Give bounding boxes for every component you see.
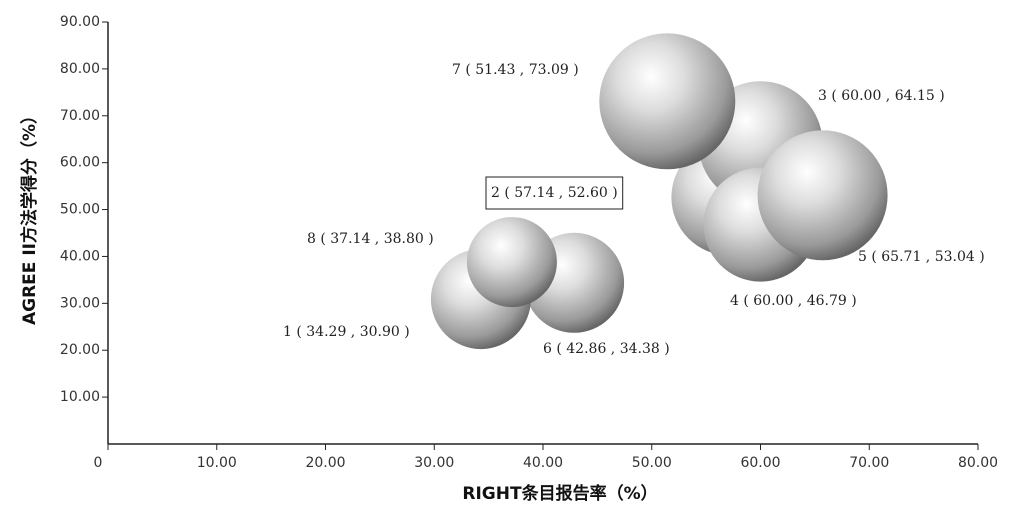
data-label: 4 ( 60.00 , 46.79 ) <box>730 293 857 309</box>
data-label: 1 ( 34.29 , 30.90 ) <box>283 324 410 340</box>
x-tick-label: 50.00 <box>632 455 672 471</box>
x-tick-label: 10.00 <box>197 455 237 471</box>
y-tick-label: 10.00 <box>60 389 100 405</box>
x-tick-label: 20.00 <box>305 455 345 471</box>
bubble <box>599 33 736 170</box>
label-box <box>485 176 624 210</box>
y-axis-title: AGREE II方法学得分（%） <box>19 107 40 325</box>
y-tick-label: 30.00 <box>60 295 100 311</box>
y-tick-label: 80.00 <box>60 61 100 77</box>
y-tick-label: 50.00 <box>60 202 100 218</box>
y-tick-label: 40.00 <box>60 248 100 264</box>
x-tick-label: 60.00 <box>740 455 780 471</box>
x-axis-title: RIGHT条目报告率（%） <box>462 483 657 504</box>
y-tick-label: 20.00 <box>60 342 100 358</box>
y-tick-label: 90.00 <box>60 14 100 30</box>
data-label: 8 ( 37.14 , 38.80 ) <box>307 231 434 247</box>
x-tick-label: 70.00 <box>849 455 889 471</box>
y-tick-label: 60.00 <box>60 155 100 171</box>
data-label: 2 ( 57.14 , 52.60 ) <box>491 185 618 201</box>
x-tick-label: 30.00 <box>414 455 454 471</box>
x-tick-label: 80.00 <box>958 455 998 471</box>
data-label: 6 ( 42.86 , 34.38 ) <box>543 341 670 357</box>
data-label: 3 ( 60.00 , 64.15 ) <box>818 88 945 104</box>
data-label: 5 ( 65.71 , 53.04 ) <box>858 249 985 265</box>
bubble <box>757 130 888 261</box>
data-label: 7 ( 51.43 , 73.09 ) <box>452 62 579 78</box>
bubble <box>466 217 557 308</box>
x-tick-label: 40.00 <box>523 455 563 471</box>
y-tick-label: 70.00 <box>60 108 100 124</box>
x-tick-label: 0 <box>94 455 103 471</box>
